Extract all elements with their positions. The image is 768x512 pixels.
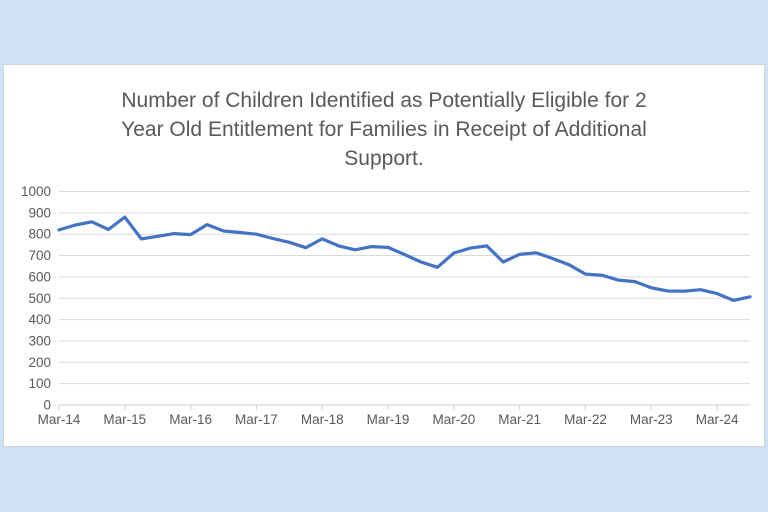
x-axis-label-Mar-21: Mar-21 bbox=[498, 412, 541, 427]
data-series-line bbox=[57, 215, 752, 302]
chart-title-line-1: Number of Children Identified as Potenti… bbox=[121, 89, 647, 112]
y-axis-label-0: 0 bbox=[43, 398, 51, 413]
x-axis-label-Mar-14: Mar-14 bbox=[38, 412, 81, 427]
x-axis-label-Mar-19: Mar-19 bbox=[367, 412, 410, 427]
line-chart: 0 100 200 300 400 500 600 700 800 900 1000 Mar-14 Ma… bbox=[21, 184, 752, 427]
chart-title: Number of Children Identified as Potenti… bbox=[4, 86, 764, 173]
y-axis-label-200: 200 bbox=[28, 355, 51, 370]
x-axis-label-Mar-15: Mar-15 bbox=[103, 412, 146, 427]
y-axis-label-300: 300 bbox=[28, 333, 51, 348]
y-axis-label-600: 600 bbox=[28, 269, 51, 284]
x-axis-label-Mar-16: Mar-16 bbox=[169, 412, 212, 427]
y-axis-label-100: 100 bbox=[28, 376, 51, 391]
y-axis-label-800: 800 bbox=[28, 227, 51, 242]
x-axis-label-Mar-18: Mar-18 bbox=[301, 412, 344, 427]
y-axis-label-1000: 1000 bbox=[21, 184, 51, 199]
x-axis-label-Mar-24: Mar-24 bbox=[696, 412, 739, 427]
y-axis-label-900: 900 bbox=[28, 205, 51, 220]
y-axis-label-700: 700 bbox=[28, 248, 51, 263]
chart-title-line-2: Year Old Entitlement for Families in Rec… bbox=[121, 118, 647, 141]
chart-title-line-3: Support. bbox=[344, 147, 424, 170]
x-axis-label-Mar-17: Mar-17 bbox=[235, 412, 278, 427]
y-axis-label-500: 500 bbox=[28, 291, 51, 306]
x-axis-label-Mar-20: Mar-20 bbox=[432, 412, 475, 427]
chart-card: Number of Children Identified as Potenti… bbox=[3, 64, 765, 447]
x-axis-label-Mar-22: Mar-22 bbox=[564, 412, 607, 427]
x-axis-label-Mar-23: Mar-23 bbox=[630, 412, 673, 427]
y-axis-label-400: 400 bbox=[28, 312, 51, 327]
